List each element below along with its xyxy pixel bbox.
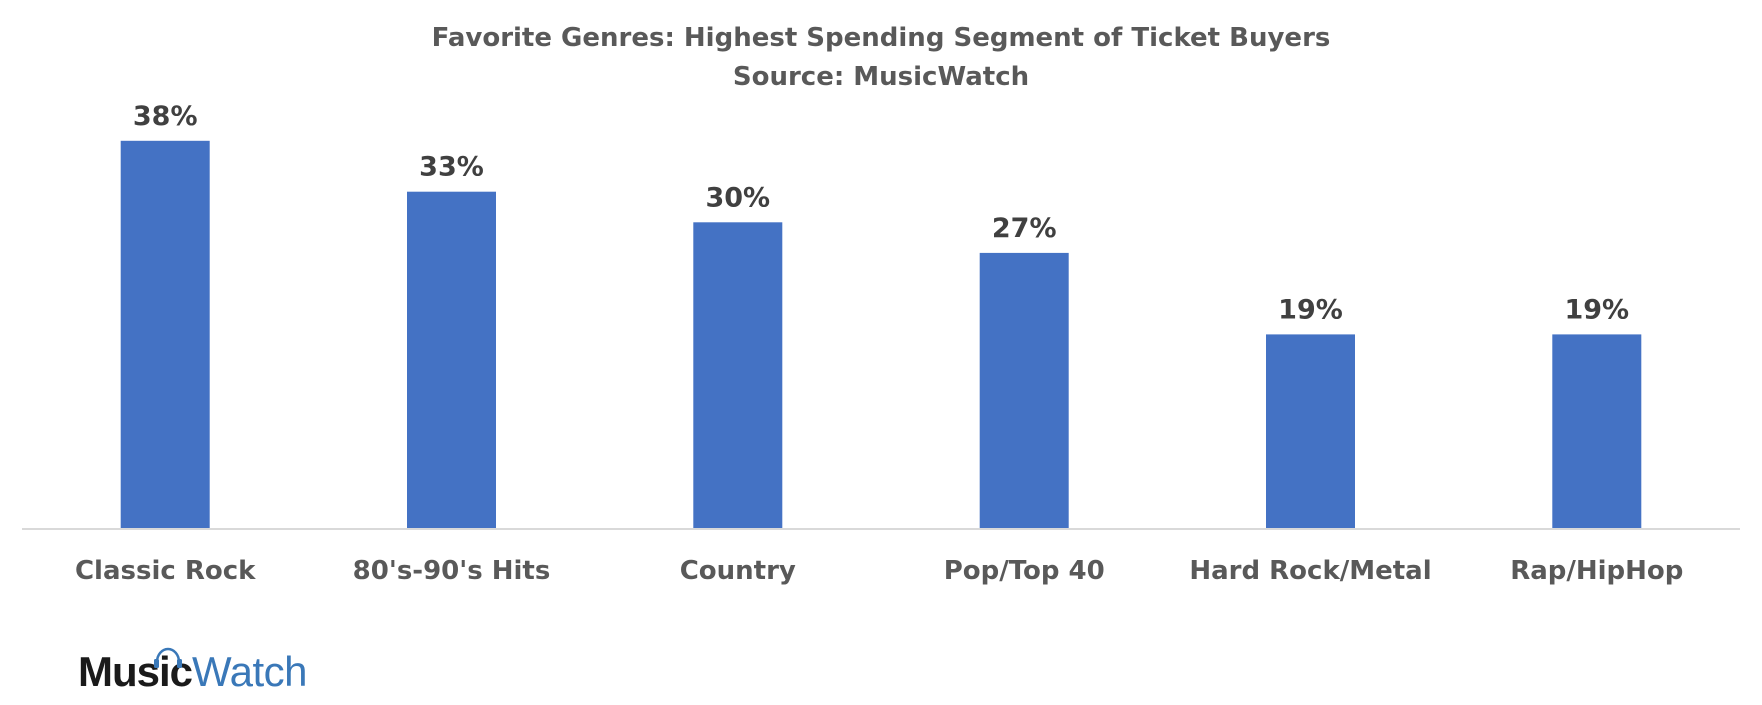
musicwatch-logo: MusicWatch: [78, 647, 308, 695]
category-label-0: Classic Rock: [75, 556, 256, 586]
chart-title: Favorite Genres: Highest Spending Segmen…: [432, 23, 1331, 53]
category-labels-group: Classic Rock 80's-90's Hits Country Pop/Top…: [75, 556, 1683, 586]
data-label-3: 27%: [992, 213, 1057, 244]
category-label-2: Country: [680, 556, 796, 586]
logo-music-text: Music: [78, 648, 193, 695]
logo-watch-text: Watch: [192, 648, 307, 695]
data-label-1: 33%: [419, 152, 484, 183]
bar-5: [1552, 334, 1642, 528]
category-label-4: Hard Rock/Metal: [1189, 556, 1431, 586]
category-label-3: Pop/Top 40: [944, 556, 1105, 586]
bar-2: [693, 222, 783, 529]
category-label-1: 80's-90's Hits: [353, 556, 551, 586]
headphones-icon: [154, 647, 182, 668]
category-label-5: Rap/HipHop: [1510, 556, 1683, 586]
bar-0: [120, 140, 210, 529]
bar-3: [979, 252, 1069, 528]
data-label-0: 38%: [133, 101, 198, 132]
bar-1: [407, 191, 496, 528]
data-label-5: 19%: [1564, 294, 1629, 325]
svg-text:MusicWatch: MusicWatch: [78, 648, 307, 695]
data-label-4: 19%: [1278, 294, 1343, 325]
data-label-2: 30%: [705, 182, 770, 213]
chart-subtitle: Source: MusicWatch: [733, 62, 1029, 92]
data-labels-group: 38% 33% 30% 27% 19% 19%: [133, 101, 1629, 326]
bars-group: [120, 140, 1642, 529]
bar-4: [1266, 334, 1355, 528]
